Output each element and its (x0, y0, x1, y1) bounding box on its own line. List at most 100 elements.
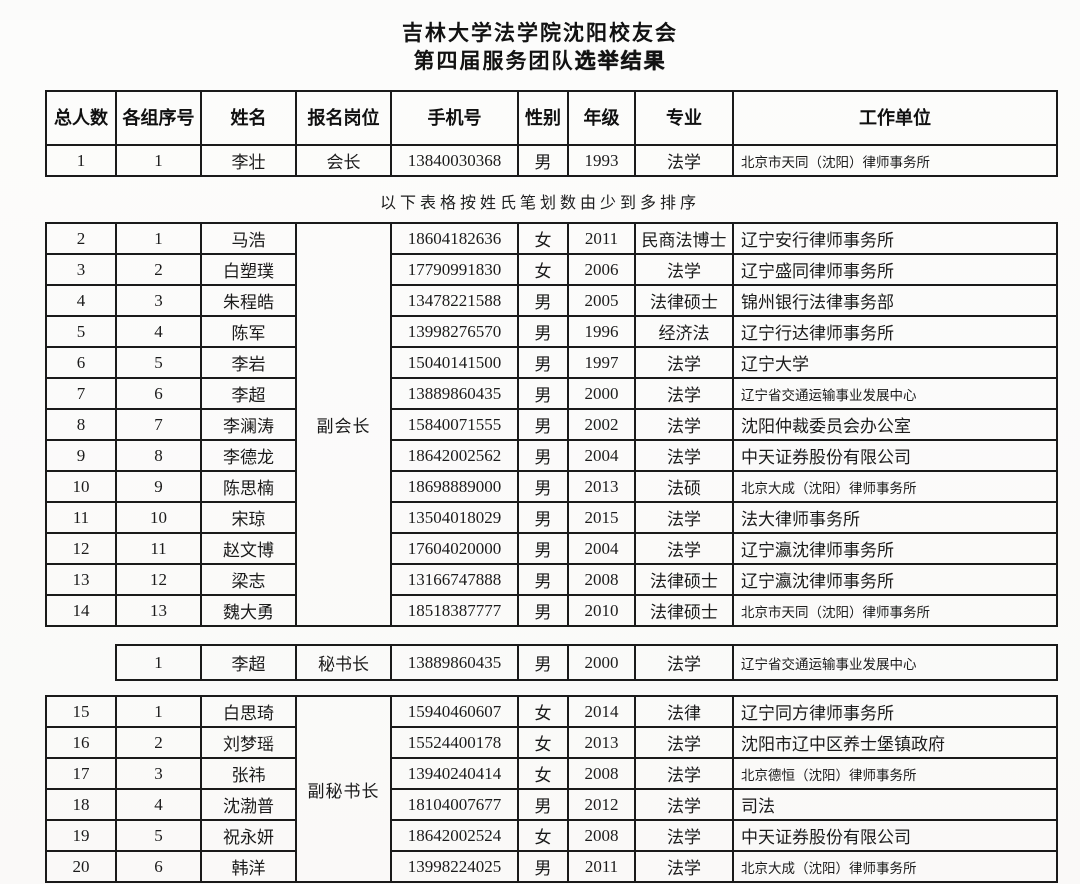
table-cell: 3 (115, 757, 202, 790)
table-cell: 18 (45, 788, 117, 821)
table-cell: 2004 (567, 439, 636, 472)
table-cell: 白塑璞 (200, 253, 297, 286)
table-cell: 2 (45, 222, 117, 255)
table-cell: 1 (115, 644, 202, 681)
table-cell: 8 (45, 408, 117, 441)
table-cell: 法律硕士 (634, 594, 734, 627)
table-row: 1 李超 秘书长 13889860435 男 2000 法学 辽宁省交通运输事业发展中心 (115, 644, 1058, 681)
table-cell: 13940240414 (390, 757, 519, 790)
table-cell: 5 (115, 819, 202, 852)
table-cell: 2 (115, 726, 202, 759)
table-cell: 10 (115, 501, 202, 534)
table-cell: 男 (517, 439, 569, 472)
table-cell: 15840071555 (390, 408, 519, 441)
table-cell: 2000 (567, 644, 636, 681)
table-cell: 辽宁安行律师事务所 (732, 222, 1058, 255)
table-cell: 李岩 (200, 346, 297, 379)
table-cell: 2011 (567, 222, 636, 255)
table-row: 11 10 宋琼 13504018029 男 2015 法学 法大律师事务所 (45, 501, 1058, 534)
table-cell: 1997 (567, 346, 636, 379)
table-cell: 会长 (295, 144, 392, 177)
table-cell: 法学 (634, 850, 734, 883)
table-cell: 辽宁瀛沈律师事务所 (732, 532, 1058, 565)
title-line-2-prefix: 第四届服务团队 (413, 50, 575, 73)
table-row: 2 1 马浩 副会长 18604182636 女 2011 民商法博士 辽宁安行律师事务所 (45, 222, 1058, 627)
table-row: 15 1 白思琦 副秘书长 15940460607 女 2014 法律 辽宁同方律师事务所 (45, 695, 1058, 883)
table-cell: 辽宁同方律师事务所 (732, 695, 1058, 728)
table-cell: 18518387777 (390, 594, 519, 627)
table-cell: 8 (115, 439, 202, 472)
table-cell: 法学 (634, 644, 734, 681)
table-cell: 秘书长 (295, 644, 392, 681)
table-cell: 男 (517, 377, 569, 410)
table-cell: 男 (517, 470, 569, 503)
table-cell: 男 (517, 532, 569, 565)
table-cell: 北京市天同（沈阳）律师事务所 (732, 144, 1058, 177)
table-cell: 法学 (634, 757, 734, 790)
table-cell: 沈渤普 (200, 788, 297, 821)
table-cell: 6 (115, 850, 202, 883)
table-cell: 9 (45, 439, 117, 472)
table-cell: 2006 (567, 253, 636, 286)
table-row: 3 2 白塑璞 17790991830 女 2006 法学 辽宁盛同律师事务所 (45, 253, 1058, 286)
sort-note: 以下表格按姓氏笔划数由少到多排序 (379, 195, 700, 212)
table-cell: 白思琦 (200, 695, 297, 728)
col-header-name: 姓名 (200, 90, 297, 146)
table-cell: 法律硕士 (634, 563, 734, 596)
table-cell: 1 (115, 695, 202, 728)
col-header-group-seq: 各组序号 (115, 90, 202, 146)
table-row: 19 5 祝永妍 18642002524 女 2008 法学 中天证券股份有限公司 (45, 819, 1058, 852)
table-cell: 李德龙 (200, 439, 297, 472)
table-cell: 男 (517, 144, 569, 177)
table-cell: 3 (115, 284, 202, 317)
table-cell: 9 (115, 470, 202, 503)
table-cell: 法学 (634, 346, 734, 379)
table-cell: 宋琼 (200, 501, 297, 534)
table-cell: 13478221588 (390, 284, 519, 317)
table-cell: 18604182636 (390, 222, 519, 255)
table-cell: 1 (45, 144, 117, 177)
table-cell: 13 (45, 563, 117, 596)
table-cell: 韩洋 (200, 850, 297, 883)
table-cell: 女 (517, 253, 569, 286)
table-cell: 13998276570 (390, 315, 519, 348)
table-cell: 锦州银行法律事务部 (732, 284, 1058, 317)
table-cell: 女 (517, 819, 569, 852)
table-cell: 13889860435 (390, 377, 519, 410)
table-cell: 18104007677 (390, 788, 519, 821)
table-cell: 2014 (567, 695, 636, 728)
table-cell: 中天证券股份有限公司 (732, 439, 1058, 472)
table-cell: 2011 (567, 850, 636, 883)
table-row: 12 11 赵文博 17604020000 男 2004 法学 辽宁瀛沈律师事务所 (45, 532, 1058, 565)
table-cell: 男 (517, 644, 569, 681)
table-cell: 女 (517, 757, 569, 790)
table-cell: 2015 (567, 501, 636, 534)
table-cell: 女 (517, 726, 569, 759)
table-cell: 法大律师事务所 (732, 501, 1058, 534)
table-cell: 沈阳市辽中区养士堡镇政府 (732, 726, 1058, 759)
table-cell: 法学 (634, 788, 734, 821)
table-cell: 法学 (634, 726, 734, 759)
table-cell: 民商法博士 (634, 222, 734, 255)
table-cell: 2004 (567, 532, 636, 565)
document-page: 吉林大学法学院沈阳校友会 第四届服务团队选举结果 总人数 各组序号 姓名 报名岗… (0, 20, 1080, 884)
table-cell: 男 (517, 284, 569, 317)
table-cell: 法学 (634, 144, 734, 177)
table-cell: 沈阳仲裁委员会办公室 (732, 408, 1058, 441)
table-cell: 2005 (567, 284, 636, 317)
table-row: 17 3 张祎 13940240414 女 2008 法学 北京德恒（沈阳）律师事务所 (45, 757, 1058, 790)
col-header-gender: 性别 (517, 90, 569, 146)
table-cell: 辽宁大学 (732, 346, 1058, 379)
col-header-position: 报名岗位 (295, 90, 392, 146)
table-cell: 1996 (567, 315, 636, 348)
vice-president-table: 2 1 马浩 副会长 18604182636 女 2011 民商法博士 辽宁安行律师事务所 3 2 白… (45, 222, 1058, 627)
table-cell: 17 (45, 757, 117, 790)
table-cell: 李超 (200, 377, 297, 410)
table-row: 6 5 李岩 15040141500 男 1997 法学 辽宁大学 (45, 346, 1058, 379)
table-cell: 法学 (634, 408, 734, 441)
table-cell: 魏大勇 (200, 594, 297, 627)
table-cell: 15040141500 (390, 346, 519, 379)
table-cell: 19 (45, 819, 117, 852)
table-cell: 司法 (732, 788, 1058, 821)
table-cell: 李超 (200, 644, 297, 681)
